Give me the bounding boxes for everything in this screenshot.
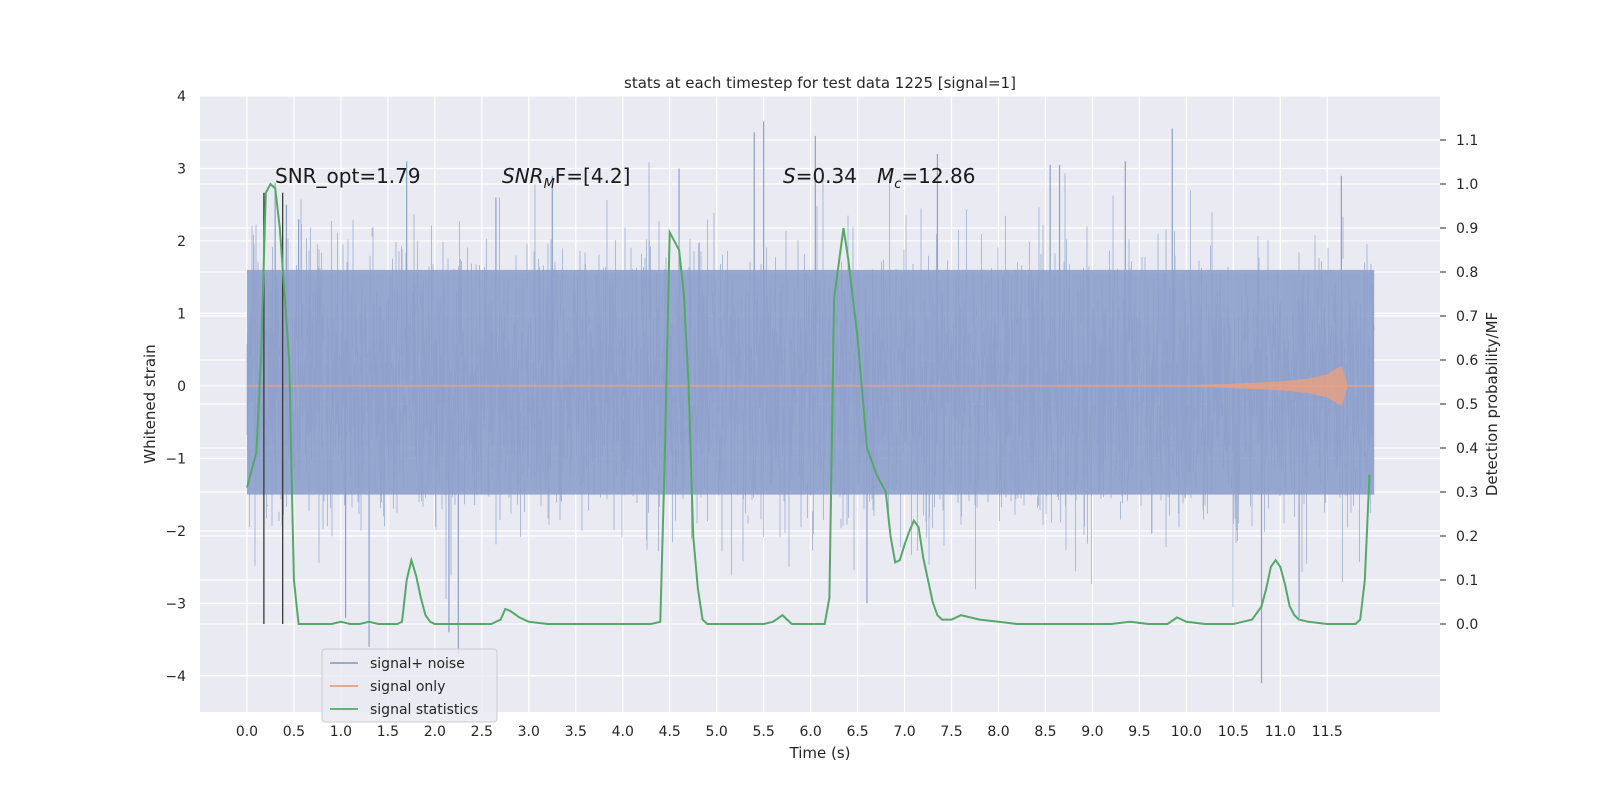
x-tick-label: 5.5 <box>753 724 775 740</box>
legend-label-signal-only: signal only <box>370 679 445 695</box>
y2-tick-label: 0.5 <box>1456 397 1478 413</box>
y2-axis-label: Detection probability/MF <box>1483 312 1501 496</box>
x-tick-label: 0.5 <box>283 724 305 740</box>
x-tick-label: 2.5 <box>471 724 493 740</box>
y-tick-label: −1 <box>165 451 186 467</box>
noise-core-band <box>246 269 1375 495</box>
y-tick-label: 0 <box>177 379 186 395</box>
y2-tick-label: 0.3 <box>1456 485 1478 501</box>
x-tick-label: 3.5 <box>565 724 587 740</box>
x-tick-label: 4.0 <box>612 724 634 740</box>
chart-title: stats at each timestep for test data 122… <box>624 74 1016 92</box>
y-tick-label: 2 <box>177 234 186 250</box>
y-tick-label: −3 <box>165 596 186 612</box>
y2-axis-ticks: 1.1 1.0 0.9 0.8 0.7 0.6 0.5 0.4 0.3 0.2 0.1 0.0 <box>1440 133 1478 633</box>
y-tick-label: −2 <box>165 524 186 540</box>
signal-noise-series <box>246 121 1375 684</box>
legend-label-signal-statistics: signal statistics <box>370 702 478 718</box>
y2-tick-label: 0.9 <box>1456 221 1478 237</box>
signal-only-envelope <box>247 365 1375 407</box>
annotation-s: S=0.34 <box>783 164 857 188</box>
signal-only-series <box>246 365 1375 407</box>
x-tick-label: 0.0 <box>236 724 258 740</box>
x-tick-label: 7.0 <box>893 724 915 740</box>
legend: signal+ noise signal only signal statist… <box>321 648 498 723</box>
y-tick-label: −4 <box>165 669 186 685</box>
annotation-mc: Mc=12.86 <box>877 164 975 192</box>
y2-tick-label: 0.0 <box>1456 617 1478 633</box>
y-axis-label: Whitened strain <box>141 344 159 463</box>
annotation-snr-mf: SNRMF=[4.2] <box>502 164 630 192</box>
x-tick-label: 10.5 <box>1218 724 1249 740</box>
y2-tick-label: 0.8 <box>1456 265 1478 281</box>
annotation-snr-opt: SNR_opt=1.79 <box>275 164 421 188</box>
x-tick-label: 5.0 <box>706 724 728 740</box>
y2-tick-label: 1.0 <box>1456 177 1478 193</box>
x-tick-label: 6.5 <box>846 724 868 740</box>
y-tick-label: 3 <box>177 161 186 177</box>
signal-statistics-line <box>246 182 1371 625</box>
x-tick-label: 9.5 <box>1128 724 1150 740</box>
y2-tick-label: 0.7 <box>1456 309 1478 325</box>
y-tick-label: 4 <box>177 89 186 105</box>
x-tick-label: 1.0 <box>330 724 352 740</box>
x-tick-label: 3.0 <box>518 724 540 740</box>
x-tick-label: 9.0 <box>1081 724 1103 740</box>
x-tick-label: 8.5 <box>1034 724 1056 740</box>
x-tick-label: 6.0 <box>799 724 821 740</box>
x-tick-label: 2.0 <box>424 724 446 740</box>
legend-box <box>321 648 498 723</box>
y2-tick-label: 0.6 <box>1456 353 1478 369</box>
y2-tick-label: 1.1 <box>1456 133 1478 149</box>
x-axis-label: Time (s) <box>789 744 851 762</box>
x-tick-label: 11.5 <box>1312 724 1343 740</box>
x-tick-label: 10.0 <box>1171 724 1202 740</box>
legend-label-signal-noise: signal+ noise <box>370 656 465 672</box>
x-tick-label: 7.5 <box>940 724 962 740</box>
x-tick-label: 4.5 <box>659 724 681 740</box>
x-tick-label: 8.0 <box>987 724 1009 740</box>
x-axis-ticks: 0.0 0.5 1.0 1.5 2.0 2.5 3.0 3.5 4.0 4.5 5.0 5.5 6.0 6… <box>236 724 1343 740</box>
x-tick-label: 1.5 <box>377 724 399 740</box>
y2-tick-label: 0.2 <box>1456 529 1478 545</box>
signal-statistics-series <box>246 182 1371 625</box>
x-tick-label: 11.0 <box>1265 724 1296 740</box>
y2-tick-label: 0.4 <box>1456 441 1478 457</box>
y-tick-label: 1 <box>177 306 186 322</box>
y-axis-ticks: 4 3 2 1 0 −1 −2 −3 −4 <box>165 89 186 685</box>
y2-tick-label: 0.1 <box>1456 573 1478 589</box>
